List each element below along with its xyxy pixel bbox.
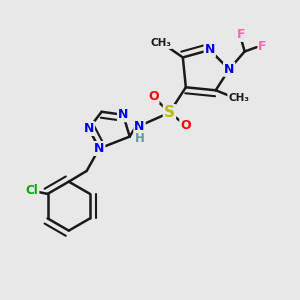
Text: CH₃: CH₃ — [228, 93, 249, 103]
Text: O: O — [180, 119, 191, 132]
Text: N: N — [84, 122, 94, 135]
Text: F: F — [237, 28, 245, 41]
Text: N: N — [94, 142, 104, 155]
Text: N: N — [134, 120, 145, 133]
Text: O: O — [148, 90, 159, 103]
Text: S: S — [164, 105, 175, 120]
Text: N: N — [205, 44, 215, 56]
Text: N: N — [118, 108, 128, 121]
Text: CH₃: CH₃ — [151, 38, 172, 48]
Text: N: N — [224, 63, 234, 76]
Text: H: H — [135, 132, 145, 145]
Text: Cl: Cl — [26, 184, 38, 197]
Text: F: F — [258, 40, 267, 53]
